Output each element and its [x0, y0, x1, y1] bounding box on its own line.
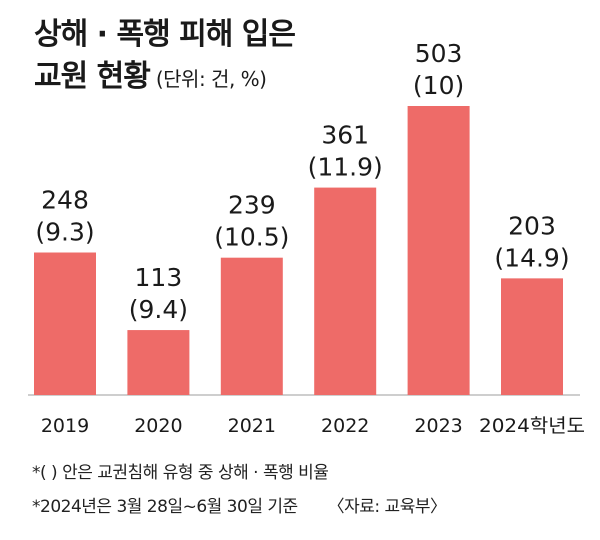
footnote-percent: *( ) 안은 교권침해 유형 중 상해 · 폭행 비율 [32, 463, 329, 483]
footnote-period-text: *2024년은 3월 28일~6월 30일 기준 [32, 497, 298, 517]
value-label-2021: 239 [228, 191, 276, 220]
percent-label-2024학년도: (14.9) [494, 243, 569, 272]
value-label-2024학년도: 203 [508, 211, 556, 240]
bar-2020 [127, 330, 190, 395]
percent-label-2023: (10) [413, 71, 464, 100]
bars-group: 248 (9.3) 2019 113 (9.4) 2020 239 (10.5) 2021 361… [34, 39, 585, 437]
chart-title-line1: 상해 · 폭행 피해 입은 [34, 17, 296, 52]
percent-label-2019: (9.3) [35, 218, 94, 247]
chart-title-line2-wrap: 교원 현황 (단위: 건, %) [34, 56, 295, 100]
value-label-2023: 503 [415, 39, 463, 68]
percent-label-2021: (10.5) [214, 223, 289, 252]
bar-2023 [407, 106, 470, 395]
x-tick-label-2021: 2021 [228, 415, 276, 437]
percent-label-2022: (11.9) [308, 153, 383, 182]
x-tick-label-2020: 2020 [134, 415, 182, 437]
x-tick-label-2022: 2022 [321, 415, 369, 437]
x-tick-label-2024학년도: 2024학년도 [479, 415, 585, 437]
x-tick-label-2019: 2019 [41, 415, 89, 437]
x-tick-label-2023: 2023 [414, 415, 462, 437]
source-label: 〈자료: 교육부〉 [327, 497, 447, 517]
value-label-2019: 248 [41, 186, 89, 215]
bar-2024학년도 [501, 278, 563, 395]
bar-2021 [220, 257, 283, 395]
value-label-2022: 361 [321, 121, 369, 150]
chart-title-line2: 교원 현황 [34, 59, 151, 94]
value-label-2020: 113 [135, 263, 183, 292]
unit-label: (단위: 건, %) [155, 67, 267, 91]
chart-title: 상해 · 폭행 피해 입은 교원 현황 (단위: 건, %) [34, 14, 296, 100]
bar-2022 [314, 187, 377, 395]
percent-label-2020: (9.4) [129, 295, 188, 324]
bar-2019 [34, 252, 96, 395]
footnote-period: *2024년은 3월 28일~6월 30일 기준 〈자료: 교육부〉 [32, 496, 447, 518]
